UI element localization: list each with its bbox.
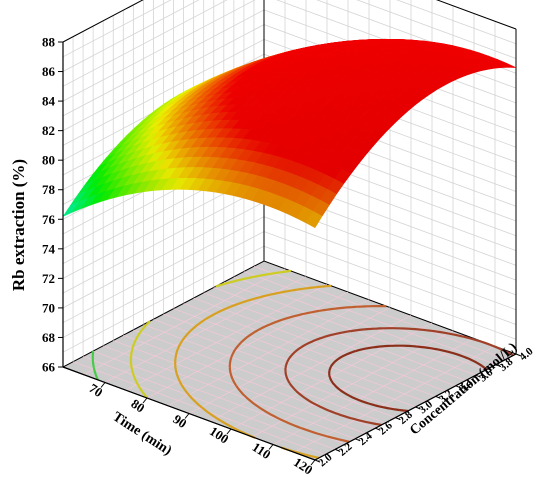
wall-edge [435,0,517,30]
z-tick-label: 80 [42,153,55,168]
floor-grid-line [82,356,336,450]
y-tick-mark [334,448,341,452]
floor-contour-plane [61,260,518,461]
floor-grid-line [223,281,476,376]
z-tick-label: 72 [42,271,55,286]
x-tick-mark [310,459,316,466]
floor-grid-line [113,340,366,434]
y-tick-mark [395,417,401,421]
contour-line [284,327,514,426]
floor-grid-line [203,292,456,387]
x-tick-mark [268,444,274,450]
floor-grid-line [243,271,497,365]
y-tick-mark [435,395,441,399]
response-surface [62,38,517,229]
floor-grid-line [193,297,446,392]
z-tick-label: 70 [42,300,55,315]
floor-grid-line [173,308,426,403]
x-tick-mark [226,428,232,435]
y-tick-mark [355,438,361,442]
contour-line [174,284,332,460]
contour-line [91,350,99,381]
floor-grid-line [153,318,406,413]
floor-grid-line [183,303,436,397]
z-tick-label: 82 [42,123,55,138]
contour-line [129,269,292,399]
z-tick-label: 84 [42,94,56,109]
floor-grid-line [163,313,416,408]
y-tick-mark [475,374,481,378]
z-tick-label: 76 [42,212,56,227]
z-tick-label: 68 [42,330,56,345]
floor-grid-line [72,361,326,456]
floor-grid-line [253,265,507,360]
y-tick-mark [314,459,321,463]
surface-cell [305,210,323,229]
z-tick-label: 86 [42,64,56,79]
z-axis-label: Rb extraction (%) [9,159,28,291]
floor-grid-line [133,329,386,424]
z-tick-label: 78 [42,182,56,197]
y-tick-mark [495,364,502,368]
x-tick-mark [184,413,190,419]
floor-grid-line [103,345,356,440]
contour-line [228,305,387,443]
y-tick-mark [455,385,461,389]
floor-grid-line [143,324,396,418]
z-tick-label: 66 [42,360,56,375]
x-tick-mark [142,397,148,404]
y-tick-mark [375,427,381,431]
x-tick-mark [100,382,106,388]
z-tick-label: 74 [42,241,56,256]
wall-edge [62,0,144,43]
y-tick-mark [515,353,522,357]
y-tick-mark [415,406,421,410]
z-tick-label: 88 [42,35,56,50]
contour-line [328,344,488,413]
